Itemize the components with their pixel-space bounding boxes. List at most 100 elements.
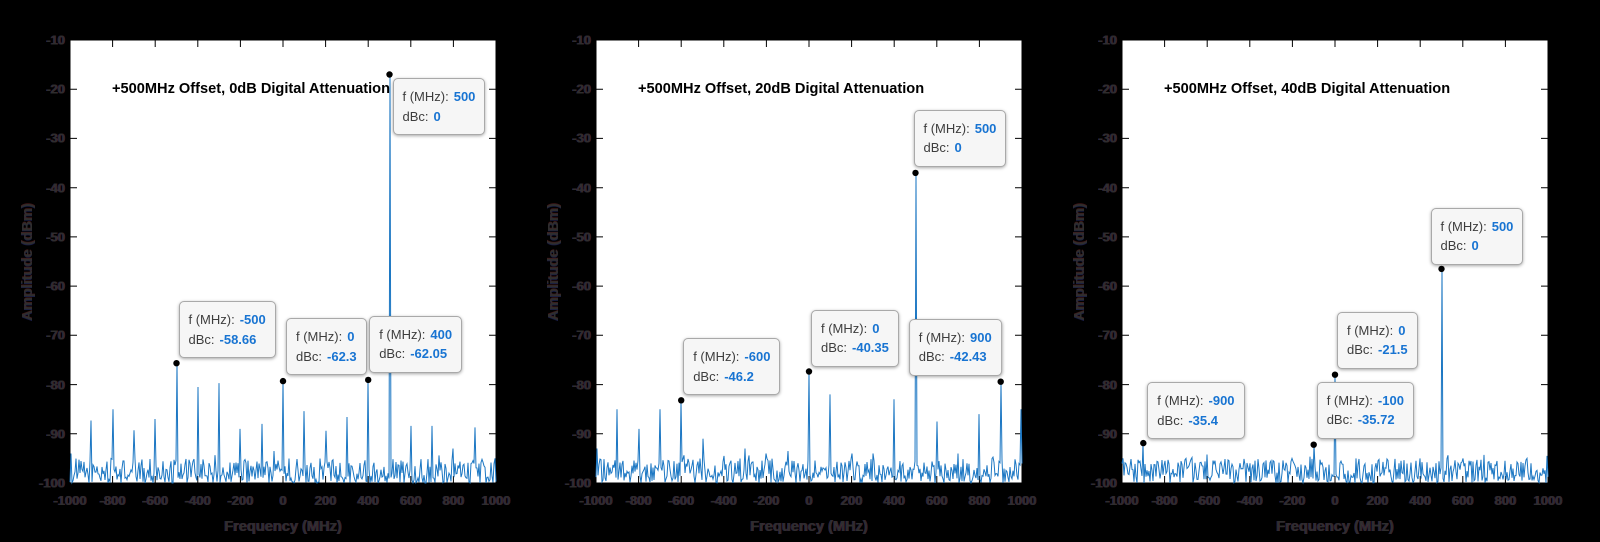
datatip-label: f (MHz): (1440, 218, 1487, 234)
datatip-marker-3-1[interactable] (1438, 265, 1445, 273)
x-tick-label: -1000 (53, 493, 87, 508)
y-tick-label: -80 (1098, 377, 1117, 393)
datatip-1-1[interactable]: f (MHz): 500 dBc: 0 (392, 78, 486, 136)
datatip-row: dBc: 0 (1441, 236, 1514, 256)
datatip-label: dBc: (918, 349, 945, 365)
x-tick-label: -600 (1194, 493, 1221, 508)
datatip-marker-1-1[interactable] (386, 71, 393, 78)
x-axis-label-1: Frequency (MHz) (224, 519, 342, 535)
datatip-row: f (MHz): -500 (189, 310, 266, 330)
datatip-3-4[interactable]: f (MHz): -100 dBc: -35.72 (1316, 381, 1414, 439)
datatip-1-3[interactable]: f (MHz): 0 dBc: -62.3 (286, 318, 367, 376)
datatip-value: 500 (1491, 218, 1514, 234)
y-tick-label: -90 (1098, 426, 1117, 442)
datatip-value: -62.05 (410, 346, 448, 362)
datatip-value: -500 (239, 312, 266, 328)
datatip-marker-1-2[interactable] (173, 360, 180, 367)
x-tick-label: 200 (840, 493, 863, 508)
datatip-value: -58.66 (219, 331, 257, 347)
datatip-label: dBc: (379, 346, 406, 362)
x-tick-label: 800 (442, 493, 465, 508)
datatip-label: dBc: (1157, 412, 1184, 428)
y-tick-label: -10 (572, 32, 591, 48)
datatip-label: dBc: (188, 331, 215, 347)
y-tick-label: -60 (1098, 278, 1117, 294)
datatip-2-2[interactable]: f (MHz): -600 dBc: -46.2 (683, 338, 781, 396)
y-tick-label: -80 (572, 377, 591, 393)
datatip-label: f (MHz): (923, 120, 970, 136)
datatip-2-1[interactable]: f (MHz): 500 dBc: 0 (913, 109, 1007, 167)
datatip-value: -42.43 (949, 349, 987, 365)
datatip-row: f (MHz): 500 (403, 87, 476, 107)
datatip-row: f (MHz): 500 (924, 119, 997, 139)
datatip-marker-3-4[interactable] (1310, 441, 1317, 448)
datatip-value: -35.72 (1357, 412, 1395, 428)
datatip-1-2[interactable]: f (MHz): -500 dBc: -58.66 (178, 301, 276, 359)
x-tick-label: 600 (399, 493, 422, 508)
y-tick-label: -70 (1098, 327, 1117, 343)
datatip-label: f (MHz): (1326, 392, 1373, 408)
datatip-row: dBc: -35.4 (1157, 411, 1234, 431)
x-tick-label: 400 (1409, 493, 1432, 508)
datatip-value: 500 (453, 89, 476, 105)
x-tick-label: -1000 (579, 493, 613, 508)
datatip-label: f (MHz): (379, 326, 426, 342)
datatip-label: dBc: (402, 108, 429, 124)
x-tick-label: -200 (1279, 493, 1306, 508)
datatip-value: 0 (347, 329, 355, 345)
x-tick-label: -400 (184, 493, 211, 508)
datatip-row: f (MHz): 400 (379, 325, 452, 345)
plot-title-2: +500MHz Offset, 20dB Digital Attenuation (638, 81, 925, 97)
y-tick-label: -60 (46, 278, 65, 294)
datatip-3-2[interactable]: f (MHz): -900 dBc: -35.4 (1147, 382, 1245, 440)
x-axis-label-2: Frequency (MHz) (750, 519, 868, 535)
datatip-marker-2-3[interactable] (805, 368, 813, 375)
x-tick-label: 600 (1451, 493, 1474, 508)
datatip-marker-3-3[interactable] (1331, 371, 1339, 378)
datatip-row: f (MHz): -900 (1157, 391, 1234, 411)
x-tick-label: 1000 (481, 493, 511, 508)
datatip-label: dBc: (1440, 238, 1467, 254)
datatip-marker-2-1[interactable] (912, 169, 919, 177)
x-tick-label: -600 (668, 493, 695, 508)
datatip-value: -35.4 (1188, 412, 1218, 428)
x-tick-label: -800 (99, 493, 126, 508)
datatip-marker-2-2[interactable] (678, 397, 685, 404)
x-axis-label-3: Frequency (MHz) (1276, 519, 1394, 535)
datatip-marker-1-4[interactable] (365, 376, 372, 384)
y-tick-label: -30 (46, 130, 65, 146)
datatip-label: dBc: (923, 140, 950, 156)
datatip-2-3[interactable]: f (MHz): 0 dBc: -40.35 (811, 309, 899, 367)
y-tick-label: -90 (572, 426, 591, 442)
datatip-marker-3-2[interactable] (1140, 439, 1147, 447)
x-tick-label: 0 (279, 493, 287, 508)
datatip-3-3[interactable]: f (MHz): 0 dBc: -21.5 (1337, 311, 1418, 369)
plot-title-1: +500MHz Offset, 0dB Digital Attenuation (112, 81, 390, 97)
datatip-1-4[interactable]: f (MHz): 400 dBc: -62.05 (369, 315, 463, 373)
datatip-value: -40.35 (852, 340, 889, 355)
x-tick-label: -800 (1151, 493, 1178, 508)
y-tick-label: -50 (46, 229, 65, 245)
datatip-marker-1-3[interactable] (279, 377, 287, 385)
y-axis-label-3: Amplitude (dBm) (1072, 202, 1088, 321)
datatip-3-1[interactable]: f (MHz): 500 dBc: 0 (1430, 207, 1524, 265)
x-tick-label: 1000 (1007, 493, 1037, 508)
datatip-row: f (MHz): -600 (693, 347, 770, 367)
datatip-2-4[interactable]: f (MHz): 900 dBc: -42.43 (908, 318, 1002, 376)
y-tick-label: -10 (46, 32, 65, 48)
datatip-value: -62.3 (327, 348, 357, 364)
datatip-label: dBc: (1347, 342, 1374, 358)
x-tick-label: 0 (805, 493, 813, 508)
datatip-row: dBc: -58.66 (189, 330, 266, 350)
y-tick-label: -60 (572, 278, 591, 294)
plot-title-3: +500MHz Offset, 40dB Digital Attenuation (1164, 81, 1451, 97)
datatip-row: dBc: -21.5 (1347, 340, 1408, 360)
x-tick-label: -600 (142, 493, 169, 508)
datatip-row: dBc: -42.43 (919, 347, 992, 367)
datatip-row: dBc: -62.3 (296, 347, 357, 367)
datatip-marker-2-4[interactable] (997, 378, 1004, 385)
datatip-label: dBc: (296, 348, 323, 364)
datatip-row: dBc: -40.35 (821, 338, 889, 358)
datatip-label: dBc: (693, 368, 720, 384)
